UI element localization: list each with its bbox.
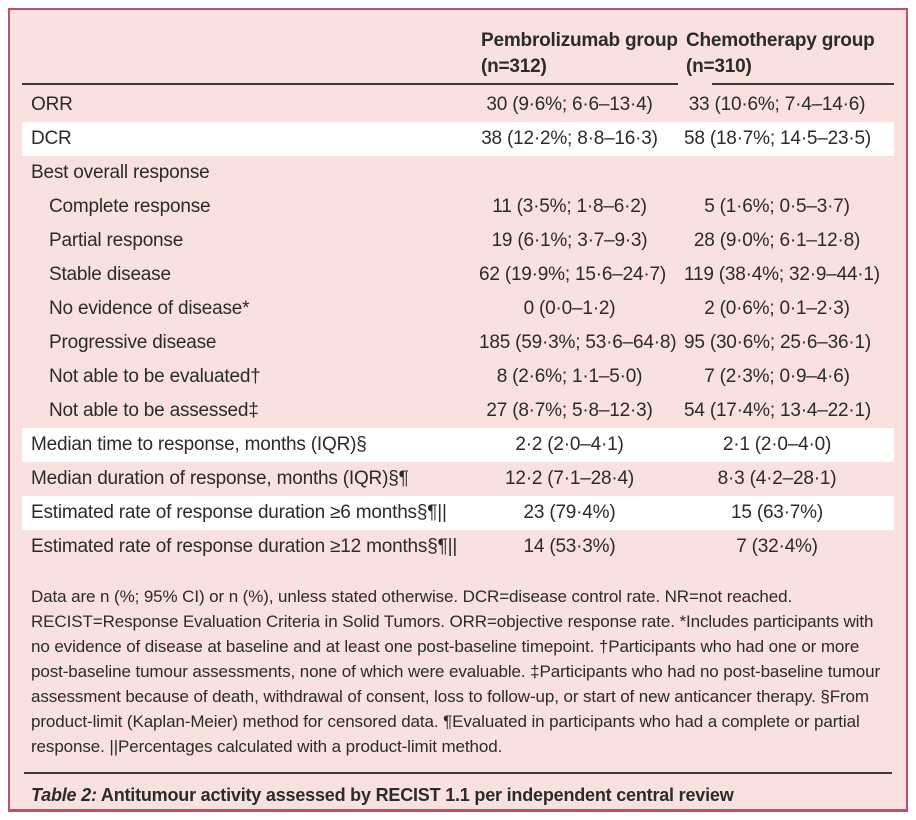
row-label: Stable disease	[49, 264, 171, 285]
table-row: Median time to response, months (IQR)§ 2·…	[22, 428, 894, 462]
table-row: ORR 30 (9·6%; 6·6–13·4) 33 (10·6%; 7·4–14·…	[22, 88, 894, 122]
pembrolizumab-value: 62 (19·9%; 15·6–24·7)	[479, 264, 666, 285]
pembrolizumab-value: 23 (79·4%)	[523, 502, 616, 523]
chemotherapy-value: 33 (10·6%; 7·4–14·6)	[688, 94, 866, 115]
header-divider-gap	[678, 83, 712, 85]
table-row: Estimated rate of response duration ≥6 m…	[22, 496, 894, 530]
chemotherapy-value: 58 (18·7%; 14·5–23·5)	[684, 128, 871, 149]
pembrolizumab-value: 14 (53·3%)	[523, 536, 616, 557]
column-header-chemotherapy-name: Chemotherapy group	[686, 30, 875, 51]
chemotherapy-value: 54 (17·4%; 13·4–22·1)	[684, 400, 871, 421]
table-caption-title: Antitumour activity assessed by RECIST 1…	[96, 785, 734, 805]
row-label: ORR	[31, 94, 73, 115]
table-row: Not able to be evaluated† 8 (2·6%; 1·1–5·…	[22, 360, 894, 394]
table-row: Stable disease 62 (19·9%; 15·6–24·7) 119 (…	[22, 258, 894, 292]
table-body: ORR 30 (9·6%; 6·6–13·4) 33 (10·6%; 7·4–14·…	[22, 88, 894, 564]
chemotherapy-value: 2·1 (2·0–4·0)	[722, 434, 832, 455]
pembrolizumab-value: 12·2 (7·1–28·4)	[504, 468, 635, 489]
pembrolizumab-value: 2·2 (2·0–4·1)	[515, 434, 624, 455]
header-divider	[22, 82, 894, 86]
row-label: Median duration of response, months (IQR…	[31, 468, 409, 489]
chemotherapy-value: 7 (2·3%; 0·9–4·6)	[704, 366, 850, 387]
table-row: No evidence of disease* 0 (0·0–1·2) 2 (0·6…	[22, 292, 894, 326]
header-divider-segment-left	[22, 83, 678, 85]
column-header-pembrolizumab-name: Pembrolizumab group	[481, 30, 678, 51]
header-divider-segment-right	[712, 83, 894, 85]
table-row: Progressive disease 185 (59·3%; 53·6–64·8…	[22, 326, 894, 360]
pembrolizumab-value: 185 (59·3%; 53·6–64·8)	[479, 332, 677, 353]
row-label: Estimated rate of response duration ≥6 m…	[31, 502, 447, 523]
table-header: Pembrolizumab group (n=312) Chemotherapy…	[22, 20, 894, 82]
pembrolizumab-value: 0 (0·0–1·2)	[523, 298, 616, 319]
chemotherapy-value: 15 (63·7%)	[731, 502, 823, 523]
chemotherapy-value: 28 (9·0%; 6·1–12·8)	[693, 230, 861, 251]
pembrolizumab-value: 8 (2·6%; 1·1–5·0)	[496, 366, 643, 387]
table-row: Partial response 19 (6·1%; 3·7–9·3) 28 (9·…	[22, 224, 894, 258]
row-label: Estimated rate of response duration ≥12 …	[31, 536, 458, 557]
table-row: Complete response 11 (3·5%; 1·8–6·2) 5 (1·…	[22, 190, 894, 224]
pembrolizumab-value: 19 (6·1%; 3·7–9·3)	[491, 230, 648, 251]
row-label: Partial response	[49, 230, 184, 251]
caption-divider	[24, 772, 892, 774]
table-row: Best overall response	[22, 156, 894, 190]
pembrolizumab-value: 11 (3·5%; 1·8–6·2)	[492, 196, 647, 217]
table-footnote: Data are n (%; 95% CI) or n (%), unless …	[31, 587, 881, 756]
row-label: Not able to be evaluated†	[49, 366, 261, 387]
table-row: Estimated rate of response duration ≥12 …	[22, 530, 894, 564]
chemotherapy-value: 7 (32·4%)	[736, 536, 818, 557]
pembrolizumab-value: 30 (9·6%; 6·6–13·4)	[486, 94, 653, 115]
column-header-chemotherapy-n: (n=310)	[686, 56, 752, 77]
table-caption-number: Table 2:	[31, 785, 97, 805]
row-label: No evidence of disease*	[49, 298, 250, 319]
table-row: Median duration of response, months (IQR…	[22, 462, 894, 496]
chemotherapy-value: 119 (38·4%; 32·9–44·1)	[684, 264, 880, 285]
table-row: Not able to be assessed‡ 27 (8·7%; 5·8–12…	[22, 394, 894, 428]
table2-card: Pembrolizumab group (n=312) Chemotherapy…	[8, 8, 908, 812]
column-header-chemotherapy: Chemotherapy group (n=310)	[684, 28, 894, 80]
row-label: Best overall response	[31, 162, 210, 183]
row-label: Progressive disease	[49, 332, 217, 353]
pembrolizumab-value: 27 (8·7%; 5·8–12·3)	[486, 400, 653, 421]
row-label: Median time to response, months (IQR)§	[31, 434, 367, 455]
table-row: DCR 38 (12·2%; 8·8–16·3) 58 (18·7%; 14·5–2…	[22, 122, 894, 156]
column-header-pembrolizumab-n: (n=312)	[481, 56, 547, 77]
row-label: Complete response	[49, 196, 211, 217]
table-caption: Table 2: Antitumour activity assessed by…	[31, 785, 892, 806]
chemotherapy-value: 8·3 (4·2–28·1)	[717, 468, 837, 489]
row-label: DCR	[31, 128, 72, 149]
chemotherapy-value: 95 (30·6%; 25·6–36·1)	[684, 332, 871, 353]
column-header-pembrolizumab: Pembrolizumab group (n=312)	[479, 28, 684, 80]
row-label: Not able to be assessed‡	[49, 400, 259, 421]
chemotherapy-value: 5 (1·6%; 0·5–3·7)	[704, 196, 850, 217]
chemotherapy-value: 2 (0·6%; 0·1–2·3)	[704, 298, 850, 319]
pembrolizumab-value: 38 (12·2%; 8·8–16·3)	[481, 128, 658, 149]
